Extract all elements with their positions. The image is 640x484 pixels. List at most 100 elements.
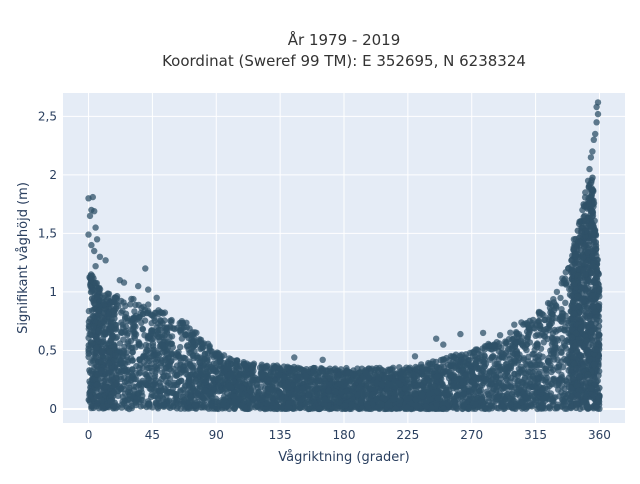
data-point: [150, 381, 156, 387]
data-point: [578, 285, 584, 291]
data-point: [472, 401, 478, 407]
data-point: [268, 405, 274, 411]
data-point: [557, 295, 563, 301]
data-point: [518, 338, 524, 344]
data-point: [472, 361, 478, 367]
chart-title-line-2: Koordinat (Sweref 99 TM): E 352695, N 62…: [162, 52, 526, 70]
data-point: [580, 254, 586, 260]
data-point: [402, 385, 408, 391]
data-point: [400, 371, 406, 377]
data-point: [575, 303, 581, 309]
data-point: [123, 328, 129, 334]
data-point: [198, 345, 204, 351]
data-point: [375, 367, 381, 373]
data-point: [471, 386, 477, 392]
data-point: [507, 330, 513, 336]
data-point: [297, 373, 303, 379]
data-point: [405, 379, 411, 385]
data-point: [149, 392, 155, 398]
data-point: [207, 343, 213, 349]
data-point: [559, 318, 565, 324]
data-point: [281, 383, 287, 389]
data-point: [500, 393, 506, 399]
data-point: [178, 358, 184, 364]
data-point: [188, 394, 194, 400]
data-point: [186, 377, 192, 383]
data-point: [256, 389, 262, 395]
data-point: [249, 370, 255, 376]
data-point: [540, 377, 546, 383]
data-point: [451, 353, 457, 359]
data-point: [314, 391, 320, 397]
data-point: [576, 260, 582, 266]
data-point: [525, 331, 531, 337]
data-point: [336, 372, 342, 378]
data-point: [539, 387, 545, 393]
data-point: [563, 357, 569, 363]
data-point: [589, 253, 595, 259]
data-point: [593, 404, 599, 410]
data-point: [121, 368, 127, 374]
data-point: [310, 379, 316, 385]
data-point: [277, 366, 283, 372]
data-point: [231, 399, 237, 405]
data-point: [589, 185, 595, 191]
data-point: [588, 223, 594, 229]
data-point: [532, 362, 538, 368]
data-point: [500, 350, 506, 356]
data-point: [166, 362, 172, 368]
data-point: [260, 372, 266, 378]
data-point: [122, 314, 128, 320]
data-point: [150, 343, 156, 349]
data-point: [589, 328, 595, 334]
data-point: [514, 351, 520, 357]
data-point: [326, 388, 332, 394]
data-point: [485, 391, 491, 397]
data-point: [573, 405, 579, 411]
data-point: [120, 299, 126, 305]
data-point: [435, 395, 441, 401]
data-point: [142, 307, 148, 313]
data-point: [169, 333, 175, 339]
data-point: [589, 213, 595, 219]
data-point: [327, 375, 333, 381]
data-point: [187, 405, 193, 411]
data-point: [518, 379, 524, 385]
data-point: [412, 391, 418, 397]
data-point: [594, 385, 600, 391]
data-point: [243, 363, 249, 369]
data-point: [562, 398, 568, 404]
data-point: [176, 379, 182, 385]
data-point: [168, 350, 174, 356]
data-point: [506, 396, 512, 402]
data-point: [359, 405, 365, 411]
data-point: [120, 394, 126, 400]
data-point: [173, 369, 179, 375]
data-point: [550, 353, 556, 359]
data-point: [452, 398, 458, 404]
data-point: [480, 358, 486, 364]
data-point: [165, 404, 171, 410]
data-point: [591, 231, 597, 237]
data-point: [491, 393, 497, 399]
data-point: [234, 357, 240, 363]
data-point: [584, 218, 590, 224]
data-point: [200, 376, 206, 382]
data-point: [133, 370, 139, 376]
data-point: [130, 296, 136, 302]
data-point: [390, 396, 396, 402]
data-point: [543, 395, 549, 401]
data-point: [131, 323, 137, 329]
data-point: [387, 367, 393, 373]
data-point: [162, 326, 168, 332]
data-point: [348, 386, 354, 392]
data-point: [257, 364, 263, 370]
data-point: [498, 364, 504, 370]
data-point: [154, 401, 160, 407]
data-point: [161, 332, 167, 338]
data-point: [490, 365, 496, 371]
data-point: [140, 378, 146, 384]
data-point: [347, 392, 353, 398]
data-point: [590, 304, 596, 310]
data-point: [591, 237, 597, 243]
